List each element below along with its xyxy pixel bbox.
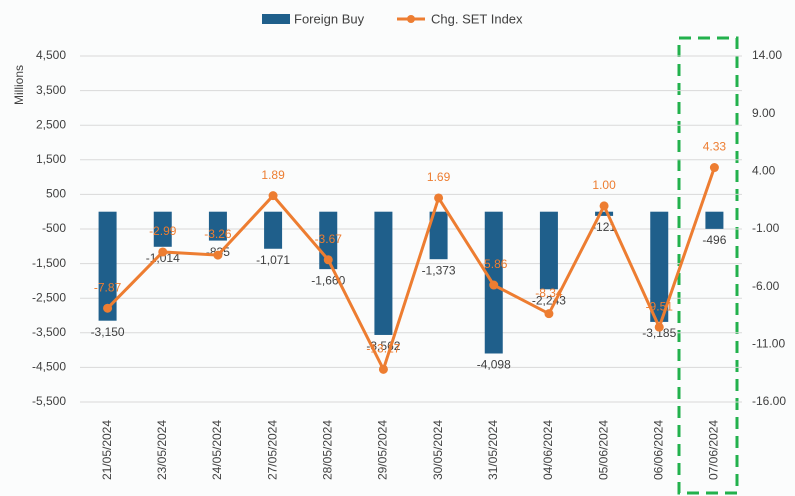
y-tick-label: -5,500 (32, 394, 66, 408)
bar (208, 211, 227, 241)
line-value-label: 1.69 (427, 170, 451, 184)
bar (650, 211, 669, 322)
bar (153, 211, 172, 247)
y2-tick-label: 4.00 (752, 164, 776, 178)
y-tick-label: 3,500 (36, 83, 66, 97)
y2-tick-label: -6.00 (752, 279, 780, 293)
y-axis-label: Millions (12, 65, 26, 105)
line-marker (268, 191, 278, 201)
line-marker (103, 303, 113, 313)
bar-value-label: -1,373 (422, 263, 456, 277)
line (106, 167, 716, 374)
bar (595, 211, 614, 216)
bar-value-label: -121 (592, 220, 616, 234)
y-tick-label: -4,500 (32, 360, 66, 374)
y-tick-label: 1,500 (36, 152, 66, 166)
x-tick-label: 21/05/2024 (100, 420, 114, 480)
line-marker (213, 250, 223, 260)
bar-value-label: -1,071 (256, 253, 290, 267)
line-value-label: -3.67 (315, 232, 343, 246)
line-marker (544, 309, 554, 319)
x-tick-label: 05/06/2024 (596, 420, 610, 480)
x-tick-label: 28/05/2024 (320, 420, 334, 480)
y-tick-label: -2,500 (32, 290, 66, 304)
x-tick-label: 07/06/2024 (707, 420, 721, 480)
line-value-label: 1.89 (261, 168, 285, 182)
y2-tick-label: 14.00 (752, 48, 782, 62)
legend-swatch (262, 14, 290, 24)
bar (264, 211, 283, 249)
y-tick-label: 2,500 (36, 117, 66, 131)
y2-tick-label: 9.00 (752, 106, 776, 120)
y-tick-label: 4,500 (36, 48, 66, 62)
line-marker (378, 364, 388, 374)
x-tick-label: 30/05/2024 (431, 420, 445, 480)
x-tick-label: 04/06/2024 (541, 420, 555, 480)
bar (705, 211, 724, 229)
legend-label: Foreign Buy (294, 11, 365, 26)
y-tick-label: -3,500 (32, 325, 66, 339)
y2-tick-label: -11.00 (752, 337, 785, 351)
legend-swatch (407, 15, 415, 23)
x-tick-label: 23/05/2024 (155, 420, 169, 480)
line-marker (323, 255, 333, 265)
line-value-label: -7.87 (94, 280, 122, 294)
line-value-label: 1.00 (592, 178, 616, 192)
bar-value-label: -3,150 (91, 325, 125, 339)
line-marker (489, 280, 499, 290)
x-tick-label: 06/06/2024 (651, 420, 665, 480)
line-value-label: -9.51 (646, 299, 674, 313)
bar-value-label: -4,098 (477, 358, 511, 372)
y-tick-label: 500 (46, 187, 66, 201)
bar (429, 211, 448, 260)
x-tick-label: 29/05/2024 (376, 420, 390, 480)
legend-label: Chg. SET Index (431, 11, 523, 26)
line-marker (654, 322, 664, 332)
bar-value-label: -496 (702, 233, 726, 247)
line-marker (599, 201, 609, 211)
line-value-label: -5.86 (480, 257, 508, 271)
line-value-label: -3.26 (204, 227, 232, 241)
line-marker (158, 247, 168, 257)
bar-value-label: -3,185 (642, 326, 676, 340)
bar (539, 211, 558, 290)
x-tick-label: 27/05/2024 (265, 420, 279, 480)
bar (98, 211, 117, 321)
line-value-label: -8.34 (535, 286, 563, 300)
line-value-label: -2.99 (149, 224, 177, 238)
line-value-label: -13.17 (366, 342, 400, 356)
bar (374, 211, 393, 335)
y2-tick-label: -16.00 (752, 394, 786, 408)
y-tick-label: -1,500 (32, 256, 66, 270)
line-value-label: 4.33 (703, 140, 727, 154)
line-marker (434, 193, 444, 203)
y-tick-label: -500 (42, 221, 66, 235)
line-marker (709, 163, 719, 173)
x-tick-label: 24/05/2024 (210, 420, 224, 480)
y2-tick-label: -1.00 (752, 221, 780, 235)
x-tick-label: 31/05/2024 (486, 420, 500, 480)
